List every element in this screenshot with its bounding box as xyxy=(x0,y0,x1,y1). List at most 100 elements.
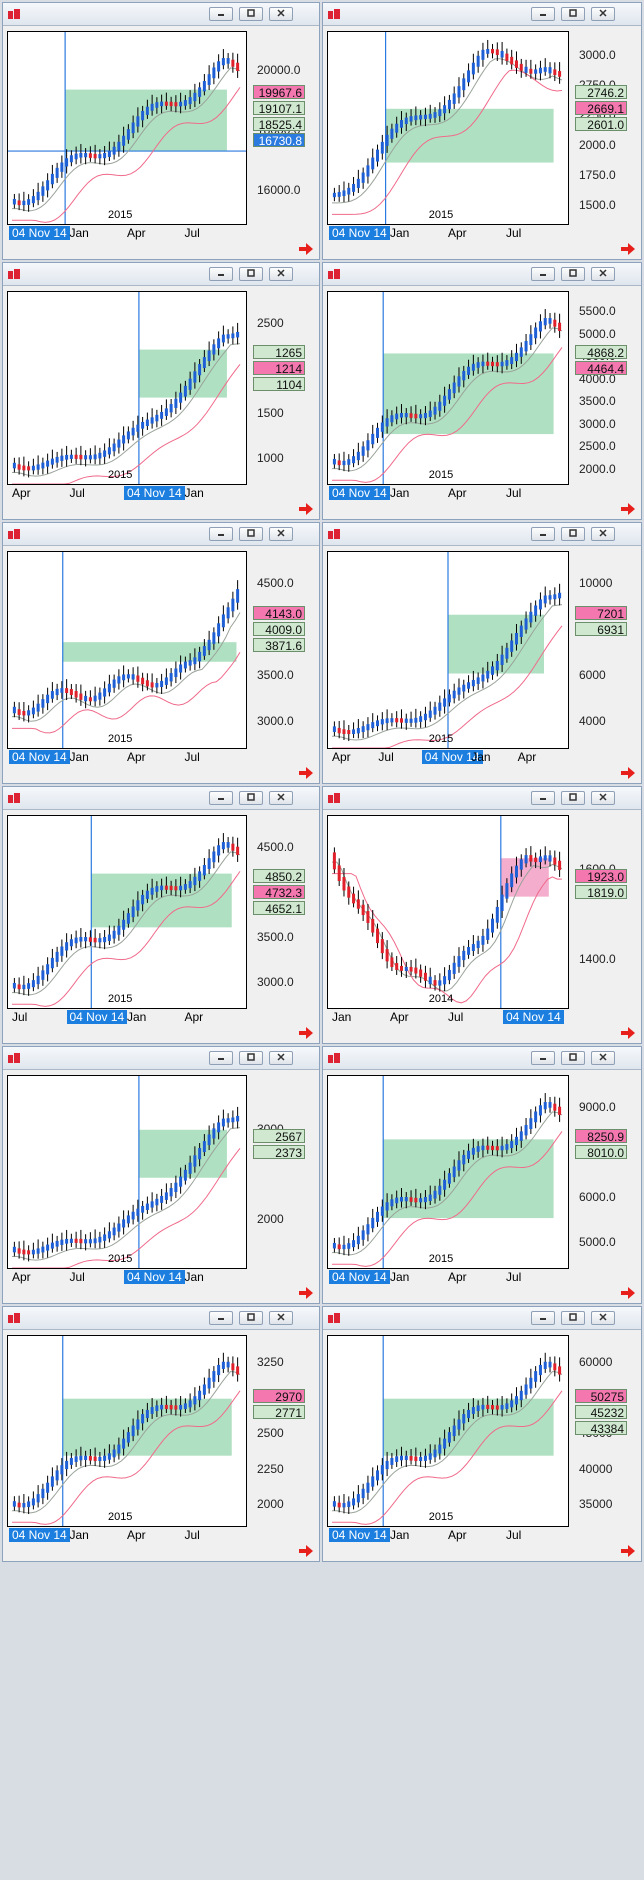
minimize-button[interactable] xyxy=(209,1311,233,1325)
restore-button[interactable] xyxy=(561,7,585,21)
scroll-right-arrow-icon[interactable] xyxy=(621,243,635,255)
candle-body xyxy=(46,1482,50,1493)
price-chart-plot[interactable]: 2015 xyxy=(7,31,247,225)
window-titlebar[interactable] xyxy=(3,523,319,546)
close-button[interactable] xyxy=(591,267,615,281)
close-button[interactable] xyxy=(269,1051,293,1065)
window-titlebar[interactable] xyxy=(3,1307,319,1330)
price-chart-plot[interactable]: 2015 xyxy=(327,551,569,749)
chart-window[interactable]: 20152500200015001000126512141104AprJul04… xyxy=(2,262,320,520)
window-titlebar[interactable] xyxy=(323,787,641,810)
restore-button[interactable] xyxy=(239,791,263,805)
minimize-button[interactable] xyxy=(531,791,555,805)
candle-body xyxy=(188,660,192,666)
scroll-right-arrow-icon[interactable] xyxy=(621,1287,635,1299)
candle-body xyxy=(519,347,523,357)
restore-button[interactable] xyxy=(561,791,585,805)
restore-button[interactable] xyxy=(561,1311,585,1325)
scroll-right-arrow-icon[interactable] xyxy=(299,767,313,779)
minimize-button[interactable] xyxy=(209,7,233,21)
time-axis: Apr Jul 04 Nov 14 Jan xyxy=(7,1269,247,1285)
scroll-right-arrow-icon[interactable] xyxy=(299,1027,313,1039)
price-chart-plot[interactable]: 2015 xyxy=(327,1335,569,1527)
chart-window[interactable]: 20154500.04000.03500.03000.04850.24732.3… xyxy=(2,786,320,1044)
restore-button[interactable] xyxy=(239,1311,263,1325)
candle-body xyxy=(212,632,216,644)
scroll-right-arrow-icon[interactable] xyxy=(621,767,635,779)
minimize-button[interactable] xyxy=(531,1311,555,1325)
scroll-right-arrow-icon[interactable] xyxy=(299,1545,313,1557)
chart-window[interactable]: 20153000.02750.02250.02000.01750.01500.0… xyxy=(322,2,642,260)
close-button[interactable] xyxy=(269,791,293,805)
candle-body xyxy=(376,427,380,438)
minimize-button[interactable] xyxy=(531,267,555,281)
restore-button[interactable] xyxy=(239,7,263,21)
restore-button[interactable] xyxy=(239,1051,263,1065)
price-chart-plot[interactable]: 2015 xyxy=(7,291,247,485)
price-chart-plot[interactable]: 2015 xyxy=(7,551,247,749)
window-titlebar[interactable] xyxy=(323,523,641,546)
price-chart-plot[interactable]: 2015 xyxy=(327,1075,569,1269)
chart-window[interactable]: 20151000080006000400072016931AprJul04 No… xyxy=(322,522,642,784)
price-chart-plot[interactable]: 2015 xyxy=(7,1335,247,1527)
x-axis-tick-label: 04 Nov 14 xyxy=(503,1010,564,1024)
minimize-button[interactable] xyxy=(531,7,555,21)
price-chart-plot[interactable]: 2015 xyxy=(327,31,569,225)
candle-body xyxy=(399,413,403,418)
close-button[interactable] xyxy=(591,527,615,541)
chart-window[interactable]: 20155500.05000.04500.04000.03500.03000.0… xyxy=(322,262,642,520)
scroll-right-arrow-icon[interactable] xyxy=(621,503,635,515)
close-button[interactable] xyxy=(591,1311,615,1325)
window-titlebar[interactable] xyxy=(3,3,319,26)
candle-body xyxy=(236,331,240,338)
window-titlebar[interactable] xyxy=(323,1307,641,1330)
minimize-button[interactable] xyxy=(531,1051,555,1065)
minimize-button[interactable] xyxy=(209,791,233,805)
minimize-button[interactable] xyxy=(209,527,233,541)
price-chart-plot[interactable]: 2015 xyxy=(327,291,569,485)
close-button[interactable] xyxy=(591,1051,615,1065)
close-button[interactable] xyxy=(269,1311,293,1325)
minimize-button[interactable] xyxy=(531,527,555,541)
scroll-right-arrow-icon[interactable] xyxy=(621,1545,635,1557)
candle-body xyxy=(543,1361,547,1369)
window-titlebar[interactable] xyxy=(323,3,641,26)
restore-button[interactable] xyxy=(561,1051,585,1065)
scroll-right-arrow-icon[interactable] xyxy=(299,243,313,255)
chart-window[interactable]: 20141600.01400.01923.01819.0JanAprJul04 … xyxy=(322,786,642,1044)
window-titlebar[interactable] xyxy=(323,263,641,286)
chart-window[interactable]: 2015325027502500225020002970277104 Nov 1… xyxy=(2,1306,320,1562)
restore-button[interactable] xyxy=(239,267,263,281)
candle-body xyxy=(236,589,240,603)
price-chart-plot[interactable]: 2015 xyxy=(7,815,247,1009)
window-titlebar[interactable] xyxy=(323,1047,641,1070)
chart-window[interactable]: 20154500.04000.03500.03000.04143.04009.0… xyxy=(2,522,320,784)
candle-body xyxy=(22,1503,26,1508)
price-chart-plot[interactable]: 2014 xyxy=(327,815,569,1009)
chart-window[interactable]: 201520000.018000.016000.019967.619107.11… xyxy=(2,2,320,260)
window-titlebar[interactable] xyxy=(3,263,319,286)
y-axis-tick-label: 3500.0 xyxy=(579,394,616,409)
restore-button[interactable] xyxy=(561,527,585,541)
chart-window[interactable]: 2015600005500045000400003500050275452324… xyxy=(322,1306,642,1562)
close-button[interactable] xyxy=(591,791,615,805)
close-button[interactable] xyxy=(269,7,293,21)
close-button[interactable] xyxy=(269,527,293,541)
price-chart-plot[interactable]: 2015 xyxy=(7,1075,247,1269)
candle-body xyxy=(529,1377,533,1389)
close-button[interactable] xyxy=(591,7,615,21)
candle-body xyxy=(136,1419,140,1430)
restore-button[interactable] xyxy=(561,267,585,281)
scroll-right-arrow-icon[interactable] xyxy=(621,1027,635,1039)
minimize-button[interactable] xyxy=(209,267,233,281)
candle-body xyxy=(31,1249,35,1255)
scroll-right-arrow-icon[interactable] xyxy=(299,503,313,515)
chart-window[interactable]: 20159000.07000.06000.05000.08250.98010.0… xyxy=(322,1046,642,1304)
close-button[interactable] xyxy=(269,267,293,281)
restore-button[interactable] xyxy=(239,527,263,541)
scroll-right-arrow-icon[interactable] xyxy=(299,1287,313,1299)
window-titlebar[interactable] xyxy=(3,787,319,810)
minimize-button[interactable] xyxy=(209,1051,233,1065)
window-titlebar[interactable] xyxy=(3,1047,319,1070)
